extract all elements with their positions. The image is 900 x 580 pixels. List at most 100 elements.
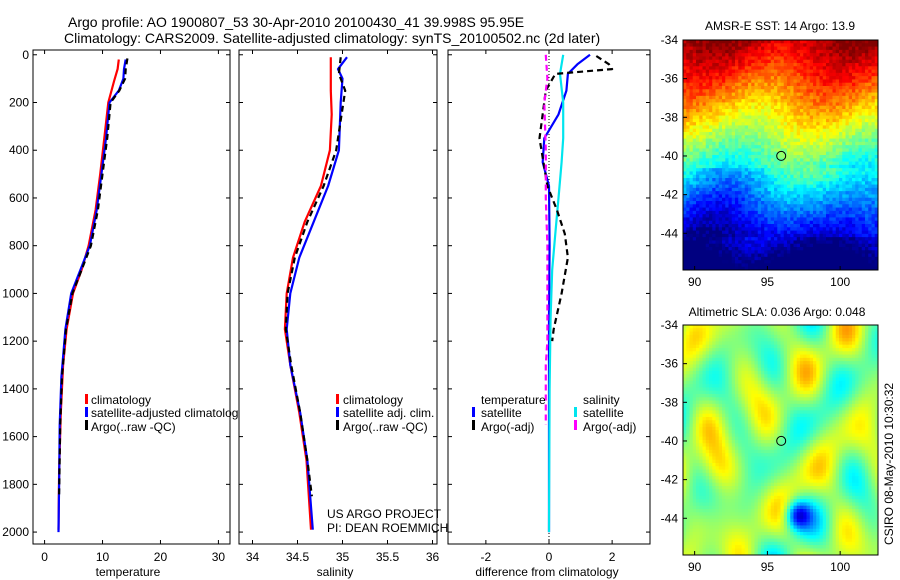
heatmap-cell: [689, 158, 694, 163]
heatmap-cell: [754, 217, 759, 222]
heatmap-cell: [709, 99, 713, 104]
heatmap-cell: [874, 187, 878, 192]
heatmap-cell: [689, 338, 694, 343]
heatmap-cell: [865, 158, 869, 163]
heatmap-cell: [744, 331, 749, 336]
heatmap-cell: [783, 201, 788, 205]
heatmap-cell: [712, 207, 717, 212]
heatmap-cell: [813, 66, 817, 71]
heatmap-cell: [819, 135, 824, 140]
heatmap-cell: [751, 341, 756, 346]
heatmap-cell: [871, 128, 876, 133]
heatmap-cell: [767, 178, 772, 182]
heatmap-cell: [855, 344, 860, 349]
heatmap-cell: [757, 171, 762, 176]
heatmap-cell: [845, 59, 850, 64]
heatmap-cell: [858, 148, 863, 153]
heatmap-cell: [842, 253, 847, 258]
heatmap-cell: [845, 66, 850, 71]
heatmap-cell: [858, 95, 863, 100]
heatmap-cell: [738, 171, 743, 176]
heatmap-cell: [806, 89, 811, 94]
heatmap-cell: [738, 105, 743, 110]
heatmap-cell: [718, 168, 723, 173]
heatmap-cell: [839, 128, 843, 133]
heatmap-cell: [832, 341, 837, 346]
heatmap-cell: [800, 204, 804, 209]
heatmap-cell: [861, 184, 866, 189]
heatmap-cell: [722, 56, 726, 61]
heatmap-cell: [718, 194, 723, 199]
heatmap-cell: [728, 168, 733, 173]
heatmap-cell: [715, 178, 720, 182]
heatmap-cell: [770, 217, 775, 222]
heatmap-cell: [803, 220, 808, 225]
heatmap-cell: [754, 95, 759, 100]
heatmap-cell: [790, 118, 795, 123]
heatmap-cell: [744, 92, 749, 97]
heatmap-cell: [809, 112, 814, 117]
heatmap-cell: [855, 191, 860, 196]
heatmap-cell: [865, 43, 869, 48]
heatmap-cell: [757, 201, 762, 205]
heatmap-cell: [712, 155, 717, 159]
heatmap-cell: [709, 191, 713, 196]
heatmap-cell: [783, 53, 788, 58]
heatmap-cell: [754, 141, 759, 146]
heatmap-cell: [822, 95, 827, 100]
heatmap-cell: [751, 145, 756, 150]
heatmap-cell: [793, 237, 798, 242]
heatmap-cell: [832, 53, 837, 58]
heatmap-cell: [826, 145, 830, 150]
heatmap-cell: [699, 214, 704, 219]
heatmap-cell: [826, 354, 830, 359]
heatmap-cell: [783, 334, 788, 339]
heatmap-cell: [728, 79, 733, 84]
heatmap-cell: [832, 66, 837, 71]
heatmap-cell: [705, 43, 710, 48]
heatmap-cell: [728, 122, 733, 127]
heatmap-cell: [790, 227, 795, 232]
heatmap-cell: [735, 63, 739, 67]
heatmap-cell: [819, 184, 824, 189]
heatmap-cell: [748, 250, 752, 255]
heatmap-cell: [718, 155, 723, 159]
heatmap-cell: [783, 194, 788, 199]
heatmap-cell: [748, 95, 752, 100]
heatmap-cell: [829, 217, 834, 222]
heatmap-cell: [780, 328, 785, 333]
heatmap-cell: [754, 158, 759, 163]
heatmap-cell: [780, 178, 785, 182]
heatmap-cell: [861, 351, 866, 356]
heatmap-cell: [761, 178, 765, 182]
heatmap-cell: [725, 66, 730, 71]
heatmap-cell: [764, 148, 769, 153]
heatmap-cell: [861, 178, 866, 182]
heatmap-cell: [754, 351, 759, 356]
heatmap-cell: [764, 354, 769, 359]
heatmap-cell: [835, 344, 840, 349]
heatmap-cell: [780, 72, 785, 77]
heatmap-cell: [725, 263, 730, 268]
heatmap-cell: [761, 151, 765, 156]
heatmap-cell: [702, 79, 707, 84]
heatmap-cell: [683, 214, 687, 219]
heatmap-cell: [793, 220, 798, 225]
heatmap-cell: [806, 174, 811, 179]
heatmap-cell: [751, 191, 756, 196]
heatmap-cell: [728, 86, 733, 90]
heatmap-cell: [718, 141, 723, 146]
heatmap-cell: [722, 46, 726, 51]
heatmap-cell: [741, 109, 746, 113]
heatmap-cell: [741, 224, 746, 228]
heatmap-cell: [709, 260, 713, 265]
heatmap-cell: [832, 338, 837, 343]
heatmap-cell: [819, 243, 824, 248]
heatmap-cell: [816, 191, 821, 196]
heatmap-cell: [871, 237, 876, 242]
heatmap-cell: [803, 82, 808, 87]
sla-heatmap: [683, 325, 878, 555]
heatmap-cell: [845, 328, 850, 333]
heatmap-cell: [689, 230, 694, 235]
heatmap-cell: [813, 181, 817, 186]
